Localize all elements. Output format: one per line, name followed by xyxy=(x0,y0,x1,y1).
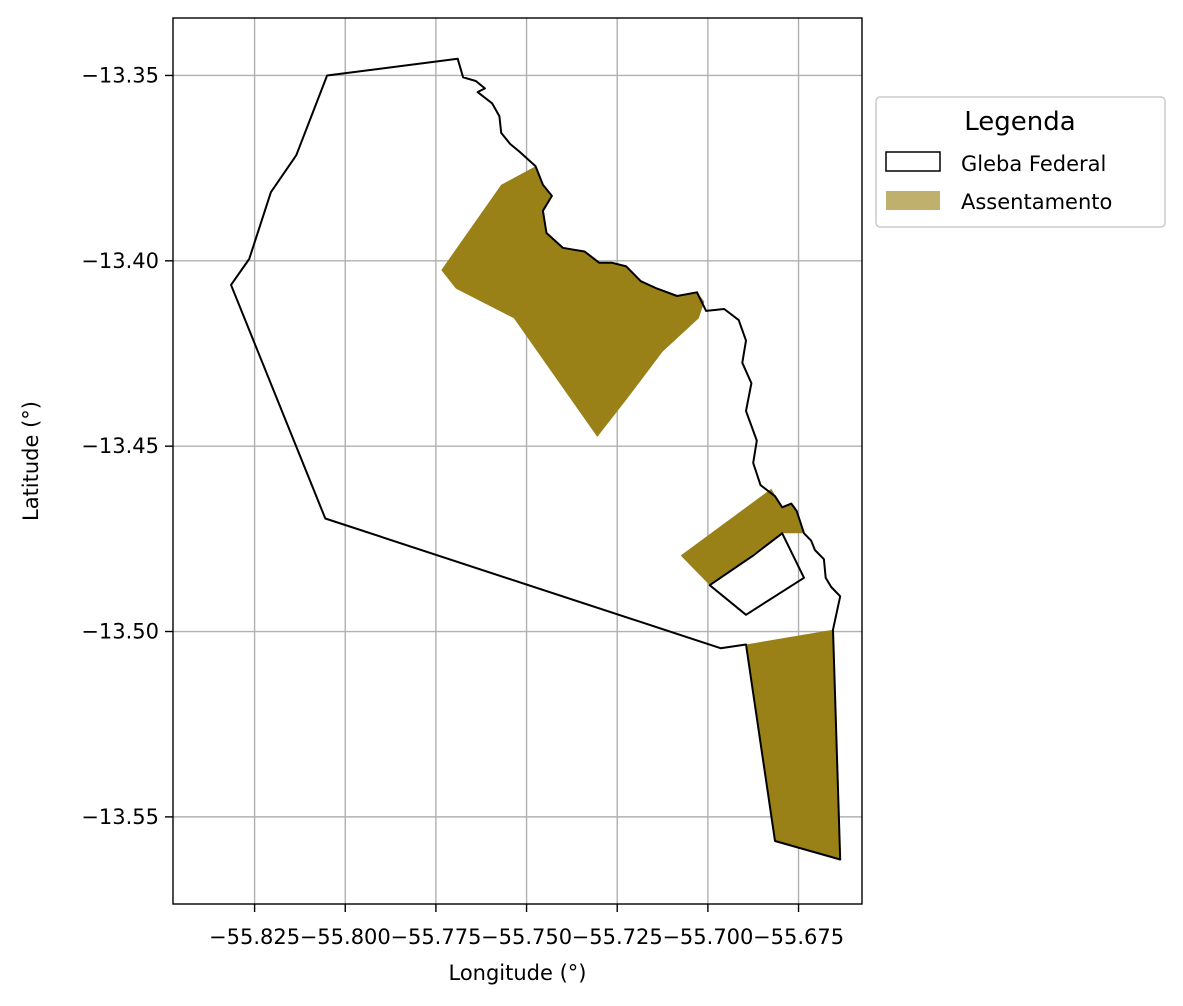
y-tick-label: −13.35 xyxy=(81,63,159,87)
x-tick-label: −55.700 xyxy=(662,925,753,949)
x-axis-ticks: −55.825 −55.800 −55.775 −55.750 −55.725 −55.7… xyxy=(209,904,844,949)
plot-frame xyxy=(172,17,863,905)
legend: Legenda Gleba Federal Assentamento xyxy=(875,96,1166,228)
x-tick-label: −55.800 xyxy=(300,925,391,949)
x-tick-label: −55.675 xyxy=(753,925,844,949)
legend-label-gleba-federal: Gleba Federal xyxy=(961,152,1106,176)
legend-label-assentamento: Assentamento xyxy=(961,190,1112,214)
assentamento-polygon xyxy=(441,166,705,437)
y-tick-label: −13.45 xyxy=(81,434,159,458)
x-axis-title: Longitude (°) xyxy=(448,961,586,985)
gleba-federal-layer xyxy=(230,57,842,861)
x-tick-label: −55.825 xyxy=(209,925,300,949)
legend-frame xyxy=(875,96,1166,228)
y-tick-label: −13.40 xyxy=(81,249,159,273)
y-axis-title: Latitude (°) xyxy=(19,401,43,521)
y-tick-label: −13.50 xyxy=(81,620,159,644)
legend-swatch-gleba-federal xyxy=(885,151,941,172)
y-tick-label: −13.55 xyxy=(81,805,159,829)
x-tick-label: −55.775 xyxy=(390,925,481,949)
gleba-federal-polygon xyxy=(708,532,805,616)
y-axis-ticks: −13.35 −13.40 −13.45 −13.50 −13.55 xyxy=(81,63,173,829)
y-gridlines xyxy=(173,74,862,818)
gleba-federal-polygon xyxy=(230,57,842,861)
legend-swatch-assentamento xyxy=(886,191,940,210)
x-tick-label: −55.750 xyxy=(481,925,572,949)
legend-title: Legenda xyxy=(964,107,1075,137)
x-tick-label: −55.725 xyxy=(572,925,663,949)
assentamento-polygon xyxy=(680,488,804,586)
